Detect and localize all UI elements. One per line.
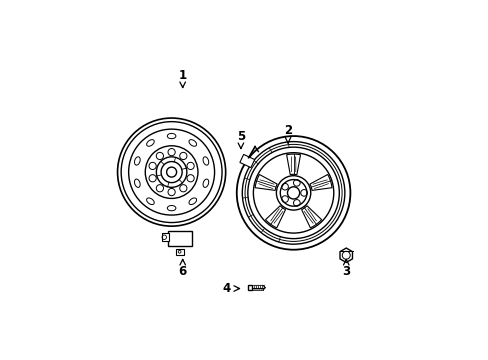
Ellipse shape: [134, 157, 140, 165]
Ellipse shape: [188, 198, 196, 204]
Polygon shape: [309, 175, 331, 190]
Circle shape: [166, 167, 176, 177]
Text: 1: 1: [178, 68, 186, 82]
Ellipse shape: [134, 179, 140, 188]
Polygon shape: [339, 248, 352, 262]
Ellipse shape: [203, 179, 208, 188]
Bar: [175, 249, 183, 255]
Bar: [168, 231, 191, 246]
Text: 3: 3: [342, 265, 349, 278]
Polygon shape: [265, 206, 285, 228]
Ellipse shape: [188, 140, 196, 146]
Polygon shape: [301, 206, 321, 228]
Bar: [247, 285, 252, 290]
Polygon shape: [255, 175, 277, 190]
Text: 6: 6: [178, 265, 186, 278]
Circle shape: [287, 187, 299, 199]
Ellipse shape: [167, 206, 176, 211]
Polygon shape: [286, 154, 300, 175]
Bar: [162, 233, 169, 241]
Ellipse shape: [146, 198, 154, 204]
Text: 2: 2: [284, 124, 291, 137]
Ellipse shape: [167, 134, 176, 139]
Text: 4: 4: [223, 282, 231, 295]
Ellipse shape: [146, 140, 154, 146]
FancyBboxPatch shape: [240, 154, 254, 168]
Ellipse shape: [203, 157, 208, 165]
Text: 5: 5: [236, 130, 244, 143]
